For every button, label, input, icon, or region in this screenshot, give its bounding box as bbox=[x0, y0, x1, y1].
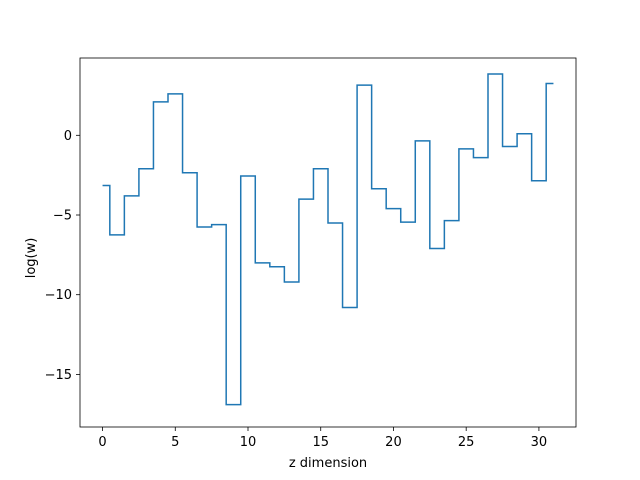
x-tick-label: 5 bbox=[171, 435, 179, 450]
x-tick-label: 0 bbox=[98, 435, 106, 450]
x-tick-label: 30 bbox=[531, 435, 548, 450]
y-axis-ticks: 0 −5 −10 −15 bbox=[45, 129, 80, 383]
y-axis-label: log(w) bbox=[24, 238, 39, 279]
x-tick-label: 15 bbox=[312, 435, 329, 450]
x-tick-label: 25 bbox=[458, 435, 475, 450]
x-axis-label: z dimension bbox=[289, 456, 367, 471]
x-tick-label: 20 bbox=[385, 435, 402, 450]
y-tick-label: −5 bbox=[53, 209, 72, 224]
series-line bbox=[102, 73, 554, 406]
y-tick-label: 0 bbox=[64, 129, 72, 144]
x-tick-label: 10 bbox=[240, 435, 257, 450]
y-tick-label: −10 bbox=[45, 288, 72, 303]
y-tick-label: −15 bbox=[45, 368, 72, 383]
plot-area bbox=[79, 57, 577, 428]
x-axis-ticks: 0 5 10 15 20 25 30 bbox=[98, 427, 547, 450]
axes-frame bbox=[79, 57, 577, 428]
